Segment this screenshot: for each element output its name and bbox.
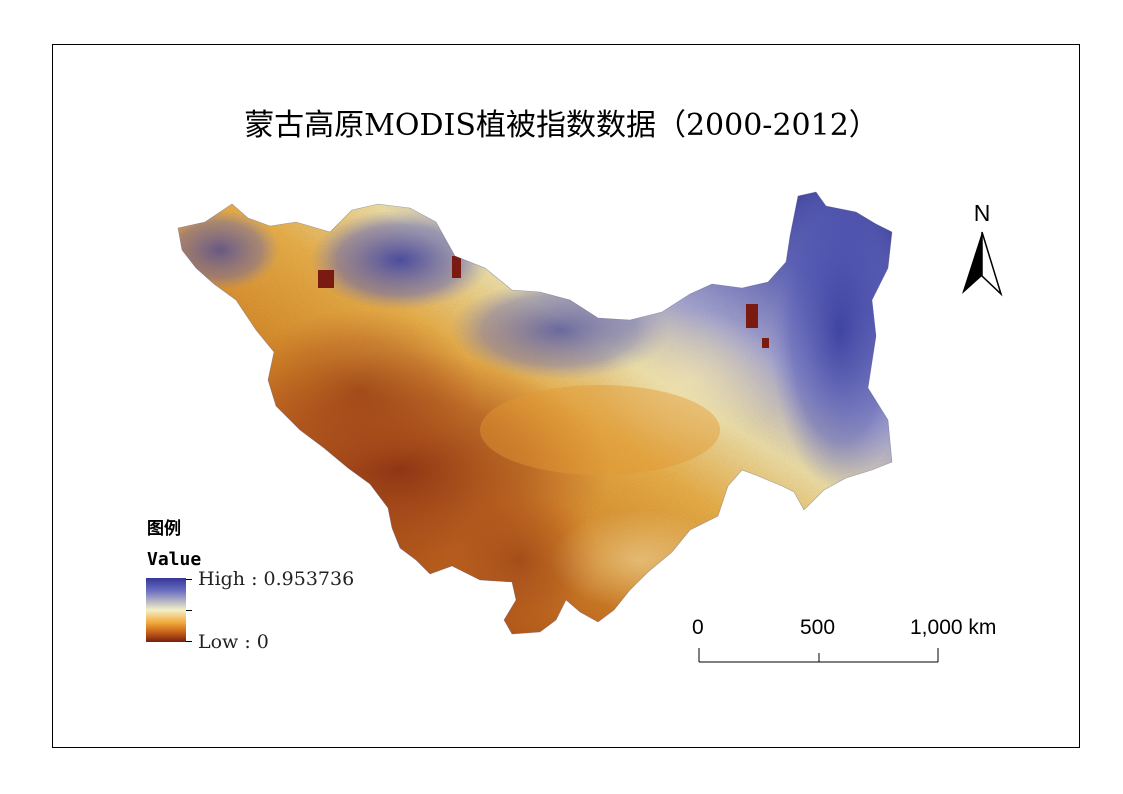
legend-tick-high [186,579,192,580]
legend-color-ramp [146,578,186,642]
legend-tick-low [186,641,192,642]
map-frame [52,44,1080,748]
north-arrow-icon [962,231,1003,297]
legend-heading: 图例 [147,519,181,539]
north-label: N [973,200,991,226]
map-title: 蒙古高原MODIS植被指数数据（2000-2012） [244,108,879,143]
legend-tick-mid [186,610,192,611]
legend-high-label: High : 0.953736 [198,568,355,590]
scale-bar [698,648,939,663]
scale-label-0: 0 [692,616,704,639]
legend-low-label: Low : 0 [198,631,269,653]
scale-label-500: 500 [800,616,836,639]
legend-field-name: Value [147,549,202,570]
scale-label-1000: 1,000 km [910,616,997,639]
